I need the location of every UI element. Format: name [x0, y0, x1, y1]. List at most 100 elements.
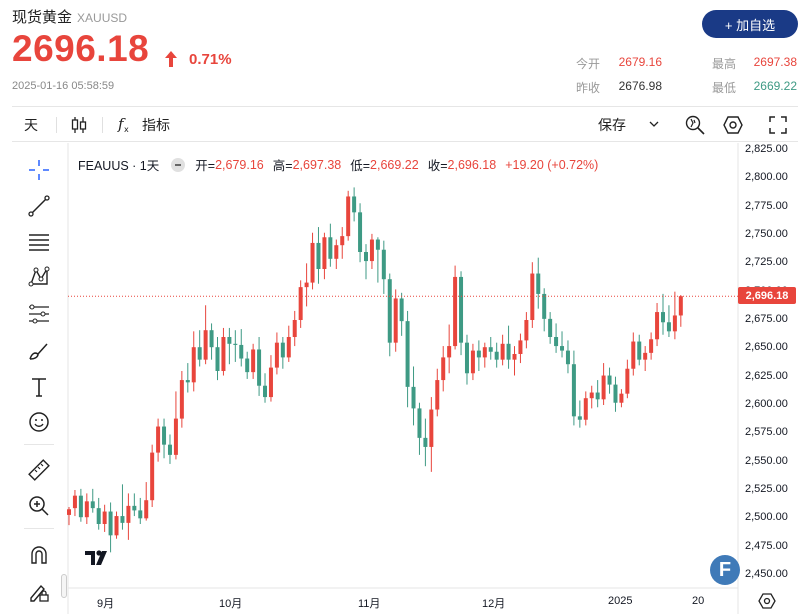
- candle: [280, 337, 285, 369]
- tradingview-logo-icon: [85, 550, 107, 565]
- candle-body: [221, 337, 226, 371]
- candle: [67, 507, 71, 526]
- candle: [364, 244, 368, 280]
- pattern-tool[interactable]: [24, 263, 54, 291]
- zoom-in-icon: [29, 496, 49, 516]
- candle: [292, 310, 297, 347]
- candle: [102, 504, 107, 532]
- lock-drawing-tool[interactable]: [24, 578, 54, 606]
- candle-body: [476, 350, 481, 358]
- add-watchlist-button[interactable]: + 加自选: [702, 10, 798, 38]
- candle: [126, 493, 131, 540]
- candle-body: [500, 343, 505, 360]
- candle-body: [554, 337, 559, 347]
- candle-body: [506, 343, 511, 360]
- indicators-button[interactable]: f x 指标: [116, 107, 170, 143]
- candle: [678, 295, 683, 327]
- candle: [191, 331, 196, 392]
- candle: [96, 497, 101, 530]
- candle-body: [411, 386, 416, 409]
- candle-body: [162, 426, 167, 445]
- emoji-tool[interactable]: [24, 408, 54, 436]
- candle: [346, 190, 351, 241]
- candle: [399, 292, 404, 336]
- candles-icon: [71, 117, 87, 133]
- candle-body: [227, 337, 232, 344]
- y-tick-label: 2,825.00: [745, 143, 788, 155]
- candle: [138, 497, 143, 524]
- legend-change: +19.20 (+0.72%): [505, 157, 599, 172]
- y-tick-label: 2,675.00: [745, 313, 788, 325]
- candle-body: [84, 501, 89, 518]
- low-label: 最低: [712, 81, 737, 95]
- candle: [340, 227, 345, 259]
- legend-high: 2,697.38: [292, 157, 342, 172]
- y-tick-label: 2,800.00: [745, 171, 788, 184]
- tools-scroll-handle[interactable]: [61, 574, 67, 598]
- save-button[interactable]: 保存: [598, 107, 660, 143]
- legend-collapse-icon[interactable]: [171, 157, 186, 172]
- candle: [203, 305, 208, 365]
- last-price-tag: 2,696.18: [738, 287, 796, 304]
- candle-body: [423, 437, 428, 447]
- high-label: 最高: [712, 57, 737, 71]
- candle-body: [387, 279, 392, 343]
- candle-body: [672, 315, 677, 332]
- last-price: 2696.18: [12, 28, 150, 69]
- candle-body: [518, 340, 523, 354]
- candle: [405, 310, 410, 408]
- magnet-tool[interactable]: [24, 541, 54, 569]
- candle-body: [381, 249, 386, 280]
- candle: [156, 418, 161, 462]
- candle: [375, 237, 380, 283]
- candle-body: [661, 312, 665, 323]
- candle-body: [96, 508, 101, 524]
- candle: [643, 346, 648, 371]
- zoom-in-tool[interactable]: [24, 492, 54, 520]
- candle: [577, 400, 582, 428]
- legend-low-label: 低=: [350, 159, 371, 173]
- text-tool[interactable]: [24, 373, 54, 401]
- crosshair-tool[interactable]: [24, 156, 54, 184]
- settings-button[interactable]: [722, 107, 744, 143]
- measure-lines-icon: [29, 304, 49, 324]
- quick-search-button[interactable]: [684, 107, 706, 143]
- candle-body: [613, 384, 618, 403]
- candle-body: [595, 392, 600, 400]
- candle-type-button[interactable]: [70, 107, 88, 143]
- save-label: 保存: [598, 117, 626, 133]
- candle: [506, 325, 511, 369]
- candle-body: [565, 350, 570, 365]
- candle-body: [156, 426, 161, 453]
- fullscreen-button[interactable]: [768, 107, 788, 143]
- instrument-title: 现货黄金 XAUUSD: [12, 6, 127, 27]
- candle: [334, 239, 339, 269]
- brush-tool[interactable]: [24, 337, 54, 365]
- candle: [613, 376, 618, 412]
- candle-body: [138, 510, 143, 519]
- f-badge-button[interactable]: F: [710, 555, 740, 585]
- candle: [304, 263, 309, 307]
- candle: [251, 343, 256, 379]
- candle: [286, 325, 291, 362]
- measure-lines-tool[interactable]: [24, 300, 54, 328]
- candle: [560, 331, 565, 358]
- candle: [619, 389, 624, 408]
- fib-tool[interactable]: [24, 228, 54, 256]
- axis-settings-icon[interactable]: [758, 592, 776, 610]
- trendline-tool[interactable]: [24, 192, 54, 220]
- pattern-icon: [28, 266, 50, 287]
- svg-text:f: f: [117, 115, 126, 133]
- legend-close-label: 收=: [427, 159, 448, 173]
- candle-body: [251, 349, 256, 373]
- legend-high-label: 高=: [272, 159, 293, 173]
- candle-body: [215, 347, 220, 371]
- y-tick-label: 2,625.00: [745, 369, 788, 382]
- low-value: 2669.22: [753, 79, 797, 93]
- interval-button[interactable]: 天: [24, 117, 38, 133]
- ruler-tool[interactable]: [24, 456, 54, 484]
- candle: [316, 227, 321, 284]
- chevron-down-icon: [649, 121, 659, 127]
- candle-body: [435, 380, 440, 410]
